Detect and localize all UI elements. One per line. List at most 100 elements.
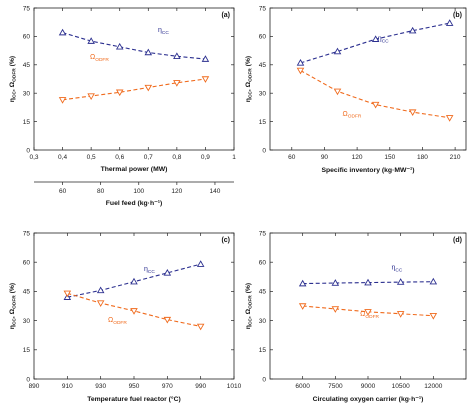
- x-tick-label: 970: [162, 383, 173, 390]
- data-point-cc: [371, 35, 380, 42]
- y-tick-label: 0: [26, 376, 30, 383]
- series-line-cc: [300, 22, 450, 64]
- plot-frame: [269, 7, 467, 151]
- x-tick-label: 0,4: [58, 154, 67, 161]
- data-point-odfr: [130, 308, 138, 315]
- x-tick-label: 930: [95, 383, 106, 390]
- series-line-cc: [62, 32, 206, 60]
- y-tick-label: 15: [259, 119, 267, 126]
- secondary-x-axis-title: Fuel feed (kg·h⁻¹): [106, 200, 162, 207]
- annotation-eta-cc: ηCC: [144, 266, 155, 275]
- panel-label: (c): [221, 237, 230, 244]
- y-tick-label: 75: [23, 230, 31, 237]
- y-tick-label: 15: [259, 347, 267, 354]
- x-tick-label: 990: [195, 383, 206, 390]
- secondary-x-tick-label: 60: [59, 188, 67, 195]
- data-point-cc: [196, 260, 205, 267]
- data-point-odfr: [429, 313, 438, 320]
- annotation-omega-odfr: ΩODFR: [343, 111, 362, 120]
- x-tick-label: 9000: [361, 383, 376, 390]
- data-point-odfr: [58, 97, 67, 104]
- data-point-odfr: [96, 300, 105, 307]
- y-tick-label: 75: [23, 5, 31, 12]
- data-point-cc: [87, 37, 95, 44]
- data-point-odfr: [364, 309, 372, 316]
- x-tick-label: 0,5: [87, 154, 96, 161]
- x-tick-label: 890: [29, 383, 40, 390]
- x-tick-label: 90: [321, 154, 329, 161]
- x-tick-label: 950: [129, 383, 140, 390]
- data-point-cc: [96, 286, 105, 294]
- data-point-cc: [364, 278, 372, 286]
- data-point-cc: [445, 19, 454, 26]
- x-tick-label: 12000: [424, 383, 442, 390]
- data-point-cc: [333, 47, 342, 55]
- y-tick-label: 0: [262, 147, 266, 154]
- x-tick-label: 1010: [227, 383, 242, 390]
- data-point-odfr: [115, 89, 124, 97]
- data-point-odfr: [201, 76, 210, 83]
- x-axis-title: Thermal power (MW): [101, 166, 168, 173]
- chart-panel-b: 0 15 30 45 60 75 60 90 120 150 180 210 (b) Specific i…: [245, 5, 467, 174]
- x-tick-label: 0,7: [144, 154, 153, 161]
- data-point-odfr: [298, 303, 307, 310]
- x-tick-label: 150: [384, 154, 395, 161]
- annotation-eta-cc: ηCC: [392, 265, 403, 274]
- x-tick-label: 910: [62, 383, 73, 390]
- secondary-x-tick-label: 120: [171, 188, 182, 195]
- data-point-cc: [130, 277, 138, 285]
- x-tick-label: 1: [232, 154, 236, 161]
- annotation-eta-cc: ηCC: [158, 27, 169, 36]
- y-tick-label: 30: [23, 91, 31, 98]
- x-tick-label: 210: [450, 154, 461, 161]
- data-point-odfr: [296, 67, 305, 75]
- annotation-omega-odfr: ΩODFR: [108, 317, 127, 326]
- chart-panel-c: 0 15 30 45 60 75 890 910 930 950 970 990 1010 (c) Temp…: [9, 230, 242, 403]
- y-tick-label: 0: [26, 147, 30, 154]
- data-point-odfr: [163, 316, 172, 324]
- data-point-odfr: [408, 109, 417, 117]
- secondary-x-tick-label: 100: [133, 188, 144, 195]
- y-axis-title: ηCC, ΩODFR (%): [245, 283, 254, 329]
- y-axis-title: ηCC, ΩODFR (%): [9, 283, 18, 329]
- annotation-omega-odfr: ΩODFR: [90, 54, 109, 63]
- data-point-odfr: [371, 101, 380, 109]
- data-point-cc: [58, 28, 67, 36]
- data-point-cc: [144, 48, 153, 56]
- panel-label: (d): [453, 237, 462, 244]
- y-tick-label: 60: [23, 260, 31, 267]
- y-tick-label: 75: [259, 230, 267, 237]
- panel-label: (a): [221, 12, 230, 19]
- data-point-odfr: [331, 306, 340, 313]
- data-point-cc: [331, 279, 340, 286]
- y-tick-label: 45: [23, 289, 31, 296]
- secondary-x-tick-label: 80: [97, 188, 105, 195]
- x-tick-label: 7500: [328, 383, 343, 390]
- x-axis-title: Circulating oxygen carrier (kg·h⁻¹): [313, 396, 424, 403]
- y-tick-label: 60: [259, 34, 267, 41]
- series-line-odfr: [300, 70, 450, 119]
- panel-label: (b): [453, 12, 462, 19]
- secondary-x-tick-label: 140: [210, 188, 221, 195]
- plot-frame: [269, 232, 467, 380]
- x-tick-label: 0,3: [29, 154, 38, 161]
- x-axis-title: Temperature fuel reactor (°C): [87, 395, 181, 403]
- data-point-cc: [163, 268, 172, 276]
- x-tick-label: 10500: [392, 383, 410, 390]
- y-tick-label: 15: [23, 347, 31, 354]
- data-point-odfr: [333, 88, 342, 96]
- y-tick-label: 45: [259, 62, 267, 69]
- y-tick-label: 60: [259, 260, 267, 267]
- annotation-omega-odfr: ΩODFR: [360, 311, 379, 320]
- data-point-odfr: [445, 115, 454, 122]
- series-line-odfr: [67, 292, 201, 327]
- annotation-eta-cc: ηCC: [378, 36, 389, 45]
- data-point-odfr: [173, 80, 181, 87]
- plot-frame: [33, 7, 235, 151]
- y-axis-title: ηCC, ΩODFR (%): [9, 56, 18, 102]
- data-point-odfr: [87, 93, 95, 100]
- data-point-cc: [396, 278, 405, 285]
- x-tick-label: 60: [288, 154, 296, 161]
- x-tick-label: 6000: [295, 383, 310, 390]
- x-tick-label: 0,6: [115, 154, 124, 161]
